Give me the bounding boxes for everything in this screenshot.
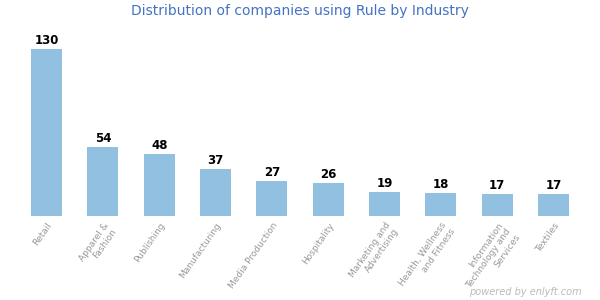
Bar	[256, 182, 287, 216]
Bar	[369, 192, 400, 216]
Bar	[482, 194, 512, 216]
Title: Distribution of companies using Rule by Industry: Distribution of companies using Rule by …	[131, 4, 469, 18]
Text: 17: 17	[489, 179, 505, 192]
Text: 37: 37	[208, 154, 224, 166]
Bar	[144, 154, 175, 216]
Text: 26: 26	[320, 168, 337, 181]
Text: 19: 19	[376, 177, 392, 190]
Bar	[538, 194, 569, 216]
Text: 27: 27	[264, 167, 280, 179]
Bar	[31, 49, 62, 216]
Bar	[425, 193, 456, 216]
Text: 17: 17	[545, 179, 562, 192]
Text: 48: 48	[151, 140, 167, 152]
Text: 130: 130	[34, 34, 59, 47]
Text: powered by enlyft.com: powered by enlyft.com	[469, 287, 582, 297]
Bar	[88, 147, 118, 216]
Text: 54: 54	[95, 132, 111, 145]
Bar	[200, 169, 231, 216]
Text: 18: 18	[433, 178, 449, 191]
Bar	[313, 183, 344, 216]
